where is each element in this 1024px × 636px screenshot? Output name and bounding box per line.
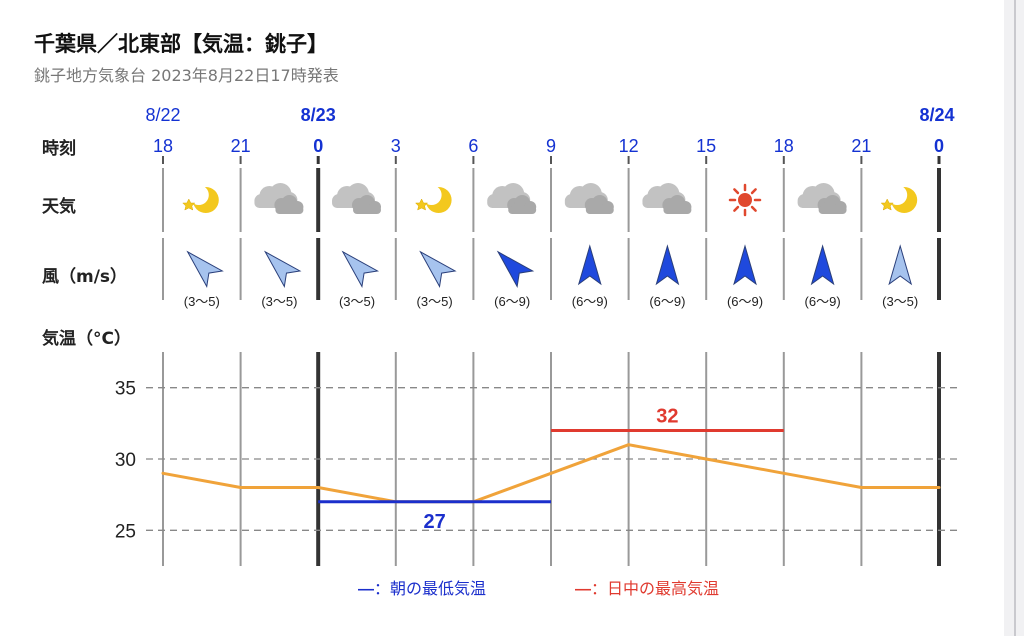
scrollbar-thumb[interactable] [1014, 0, 1016, 636]
hour-label: 3 [391, 136, 401, 156]
hour-label: 0 [313, 136, 323, 156]
moon-icon [182, 185, 219, 213]
sun-icon [728, 183, 762, 217]
wind-arrow-icon [577, 244, 602, 286]
y-tick-label: 35 [115, 379, 136, 400]
legend-max: —：日中の最高気温 [575, 580, 719, 598]
hour-label: 15 [696, 136, 716, 156]
wind-arrow-icon [186, 250, 224, 289]
wind-speed: (6～9) [727, 294, 763, 309]
temperature-point [782, 471, 786, 475]
page-title: 千葉県／北東部【気温：銚子】 [34, 32, 328, 56]
moon-icon [880, 185, 918, 213]
hour-label: 0 [934, 136, 944, 156]
wind-arrow-icon [888, 244, 913, 286]
legend-min: —：朝の最低気温 [358, 580, 486, 598]
wind-arrow-icon [419, 250, 457, 289]
y-tick-label: 25 [115, 521, 136, 542]
temperature-point [627, 443, 631, 447]
temperature-point [316, 486, 320, 490]
cloud-icon [487, 183, 537, 214]
date-label: 8/24 [919, 105, 954, 125]
wind-arrow-icon [810, 244, 835, 286]
wind-speed: (6～9) [572, 294, 608, 309]
cloud-icon [642, 183, 692, 214]
cloud-icon [564, 183, 614, 214]
hour-label: 21 [851, 136, 871, 156]
wind-arrow-icon [733, 244, 757, 286]
min-temp-label: 27 [423, 511, 445, 533]
wind-speed: (3～5) [261, 294, 297, 309]
hour-label: 12 [619, 136, 639, 156]
wind-speed: (6～9) [649, 294, 685, 309]
temperature-point [859, 486, 863, 490]
date-label: 8/23 [301, 105, 336, 125]
hour-label: 18 [153, 136, 173, 156]
wind-arrow-icon [263, 250, 302, 289]
time-row-label: 時刻 [42, 139, 76, 159]
temperature-point [937, 486, 941, 490]
temp-row-label: 気温（°C） [42, 329, 131, 349]
wind-speed: (6～9) [494, 294, 530, 309]
hour-label: 6 [468, 136, 478, 156]
wind-speed: (3～5) [882, 294, 918, 309]
weather-row-label: 天気 [42, 197, 76, 217]
wind-arrow-icon [341, 250, 380, 289]
wind-speed: (3～5) [417, 294, 453, 309]
date-label: 8/22 [145, 105, 180, 125]
cloud-icon [797, 183, 847, 214]
hour-label: 18 [774, 136, 794, 156]
wind-arrow-icon [496, 250, 535, 289]
cloud-icon [332, 183, 381, 214]
wind-speed: (3～5) [339, 294, 375, 309]
wind-speed: (3～5) [184, 294, 220, 309]
hour-label: 21 [231, 136, 251, 156]
wind-arrow-icon [655, 244, 680, 286]
y-tick-label: 30 [115, 450, 136, 471]
temperature-point [161, 471, 165, 475]
hour-label: 9 [546, 136, 556, 156]
moon-icon [414, 185, 452, 213]
max-temp-label: 32 [656, 405, 678, 427]
temperature-point [239, 486, 243, 490]
cloud-icon [254, 183, 304, 214]
issued-info: 銚子地方気象台 2023年8月22日17時発表 [34, 66, 339, 85]
temperature-point [549, 471, 553, 475]
temperature-point [704, 457, 708, 461]
wind-speed: (6～9) [805, 294, 841, 309]
wind-row-label: 風（m/s） [42, 267, 128, 287]
